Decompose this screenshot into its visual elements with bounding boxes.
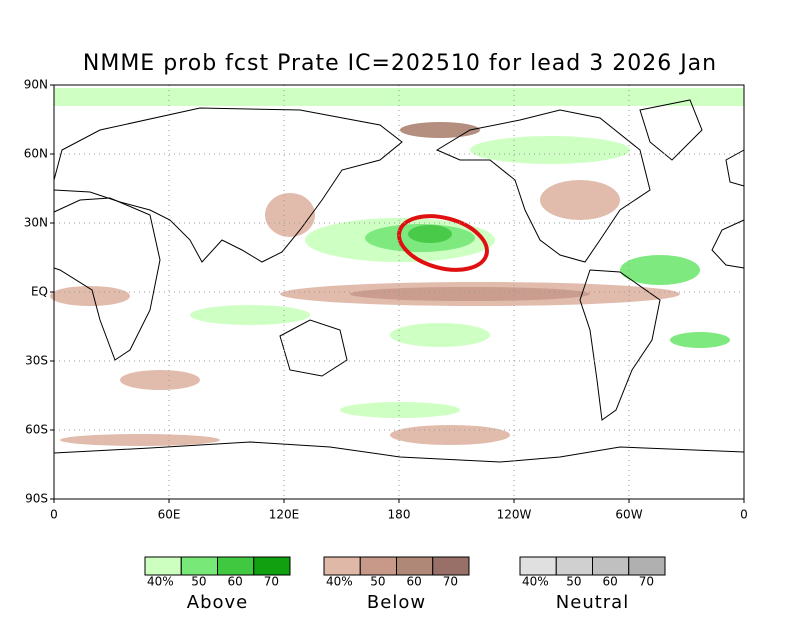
legend-tick-label: 50 [370,575,385,589]
lat-label: 90S [25,492,48,506]
legend-tick-label: 40% [326,575,353,589]
south-america [579,269,661,421]
patch [60,434,220,446]
legend-swatch [592,556,630,576]
legend: 40% 50 60 70 Above 40% 50 60 70 Below 40% 50 60 70 Neu… [144,556,666,613]
legend-group: 40% 50 60 70 Below [323,556,470,613]
legend-swatch [628,556,666,576]
legend-tick-label: 40% [147,575,174,589]
legend-name: Below [367,592,426,613]
legend-name: Above [187,592,248,613]
lon-label: 120W [497,508,532,522]
west-africa [711,219,745,269]
patch [190,305,310,325]
patch [390,425,510,445]
map-title: NMME prob fcst Prate IC=202510 for lead … [83,51,717,76]
africa [53,197,161,361]
lon-label: 120E [269,508,300,522]
lat-label: 60N [24,147,48,161]
legend-tick-label: 70 [443,575,458,589]
legend-swatch [432,556,470,576]
north-america [435,109,651,263]
legend-tick-label: 70 [639,575,654,589]
patch [540,180,620,220]
western-europe [725,149,745,187]
patch [120,370,200,390]
highlight-ellipse [397,214,489,272]
lat-label: 60S [25,423,48,437]
lon-label: 0 [740,508,748,522]
lat-label: 90N [24,78,48,92]
patch [390,323,490,347]
lat-label: 30N [24,216,48,230]
lon-label: 60W [615,508,642,522]
australia [279,319,348,377]
legend-swatch [180,556,218,576]
legend-tick-label: 40% [522,575,549,589]
legend-tick-label: 70 [264,575,279,589]
legend-swatch [323,556,361,576]
legend-swatch [555,556,593,576]
legend-swatch [359,556,397,576]
legend-tick-label: 60 [407,575,422,589]
lon-label: 180 [388,508,411,522]
grid [54,85,744,499]
greenland [639,99,703,161]
patch [470,136,630,164]
lon-label: 60E [158,508,181,522]
lon-label: 0 [50,508,58,522]
legend-tick-label: 50 [191,575,206,589]
patch [408,225,452,243]
legend-group: 40% 50 60 70 Neutral [519,556,666,613]
coastlines [53,99,745,463]
patch [340,402,460,418]
patch [620,255,700,285]
patch [54,88,744,106]
map-area [50,84,745,500]
patch [350,287,590,301]
legend-swatch [519,556,557,576]
legend-tick-label: 60 [603,575,618,589]
legend-swatch [396,556,434,576]
legend-tick-label: 60 [228,575,243,589]
patch [670,332,730,348]
legend-swatch [253,556,291,576]
legend-tick-label: 50 [566,575,581,589]
antarctica [53,441,745,463]
legend-swatch [217,556,255,576]
legend-name: Neutral [556,592,629,613]
legend-swatch [144,556,182,576]
patch [265,193,315,237]
patch [400,122,480,138]
eurasia [53,107,403,263]
legend-group: 40% 50 60 70 Above [144,556,291,613]
patch [50,286,130,306]
lat-label: 30S [25,354,48,368]
lat-label: EQ [31,285,48,299]
